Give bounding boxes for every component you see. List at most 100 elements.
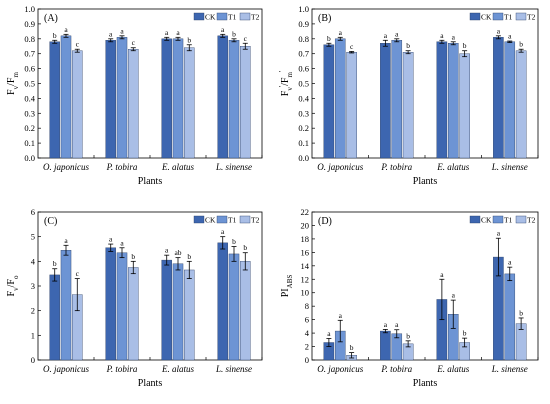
legend-label-ck: CK [205,13,216,22]
y-axis-label: Fv/Fm [6,72,20,95]
bar-ck [436,41,448,159]
y-tick-label: 0.9 [298,19,309,29]
y-tick-label: 0.3 [24,108,35,118]
bar-ck [323,44,335,159]
bar-ck [217,242,228,361]
x-tick-label: L. sinense [491,162,528,172]
significance-letter: a [327,329,331,338]
significance-letter: c [132,38,136,47]
y-tick-label: 0 [305,355,309,365]
bar-ck [380,43,391,159]
bar-t1 [116,37,128,159]
bar-t2 [515,50,527,159]
significance-letter: b [232,237,236,246]
y-tick-label: 0.3 [298,108,309,118]
significance-letter: a [221,25,225,34]
x-axis-label: Plants [413,176,438,187]
significance-letter: a [452,32,456,41]
bar-t2 [240,261,251,361]
significance-letter: a [64,25,68,34]
significance-letter: c [244,34,248,43]
y-tick-label: 0.0 [298,153,309,163]
bar-t1 [172,38,184,159]
y-tick-label: 18 [301,234,310,244]
bar-ck [161,259,172,361]
x-tick-label: E. alatus [161,162,194,172]
y-tick-label: 6 [305,315,309,325]
significance-letter: a [109,29,113,38]
significance-letter: b [232,29,236,38]
significance-letter: a [395,320,399,329]
bar-ck [217,35,228,159]
panel-tag: (D) [318,216,332,227]
significance-letter: a [221,227,225,236]
significance-letter: a [176,28,180,37]
legend-label-t2: T2 [527,13,536,22]
legend-swatch-ck [193,12,205,21]
bar-t2 [128,49,139,159]
legend-label-ck: CK [481,216,492,225]
legend-swatch-t2 [515,215,527,224]
legend-label-t1: T1 [504,216,513,225]
legend-label-ck: CK [481,13,492,22]
significance-letter: c [350,42,354,51]
significance-letter: a [440,270,444,279]
y-tick-label: 0.4 [24,93,35,103]
y-tick-label: 5 [31,232,35,242]
significance-letter: a [165,28,169,37]
y-tick-label: 0.1 [298,138,309,148]
plot-frame [37,211,263,361]
y-tick-label: 0.5 [298,79,309,89]
significance-letter: b [463,41,467,50]
bar-t1 [116,252,128,361]
significance-letter: a [120,238,124,247]
significance-letter: a [384,31,388,40]
y-tick-label: 20 [301,220,310,230]
x-tick-label: L. sinense [491,364,528,374]
x-axis-label: Plants [413,378,438,389]
significance-letter: a [339,28,343,37]
bar-ck [105,40,116,159]
significance-letter: b [406,41,410,50]
x-tick-label: O. japonicus [43,162,89,172]
y-tick-label: 0.8 [24,34,35,44]
bar-ck [493,37,504,159]
significance-letter: b [463,329,467,338]
bar-t1 [60,250,72,361]
significance-letter: a [497,229,501,238]
y-tick-label: 6 [31,207,35,217]
legend-label-t2: T2 [527,216,536,225]
legend-swatch-t1 [216,12,228,21]
y-tick-label: 0.8 [298,34,309,44]
x-tick-label: P. tobira [380,162,412,172]
y-tick-label: 0.6 [298,64,309,74]
legend-swatch-t2 [515,12,527,21]
bar-ck [105,247,116,361]
bar-t2 [184,47,195,159]
legend-swatch-t1 [216,215,228,224]
plot-frame [311,211,539,361]
legend-label-t1: T1 [228,13,237,22]
significance-letter: a [120,26,124,35]
y-tick-label: 4 [305,328,310,338]
significance-letter: c [76,40,80,49]
y-tick-label: 1 [31,330,35,340]
significance-letter: a [64,236,68,245]
significance-letter: a [165,246,169,255]
y-axis-label: Fv'/Fm' [278,71,294,96]
chart-panel-b: 0.0 0.1 0.2 0.3 0.4 0.5 0.6 0.7 0.8 0.9 1.0 O. japo… [278,4,539,187]
bar-ck [49,41,60,159]
significance-letter: a [508,258,512,267]
bar-t1 [60,35,72,159]
bar-t1 [504,273,516,361]
x-axis-label: Plants [138,176,163,187]
x-tick-label: O. japonicus [317,162,363,172]
legend-swatch-t2 [239,215,251,224]
y-tick-label: 0 [31,355,35,365]
x-tick-label: P. tobira [106,162,138,172]
y-axis-label: Fv/Fo [6,275,20,296]
y-tick-label: 0.0 [24,153,35,163]
